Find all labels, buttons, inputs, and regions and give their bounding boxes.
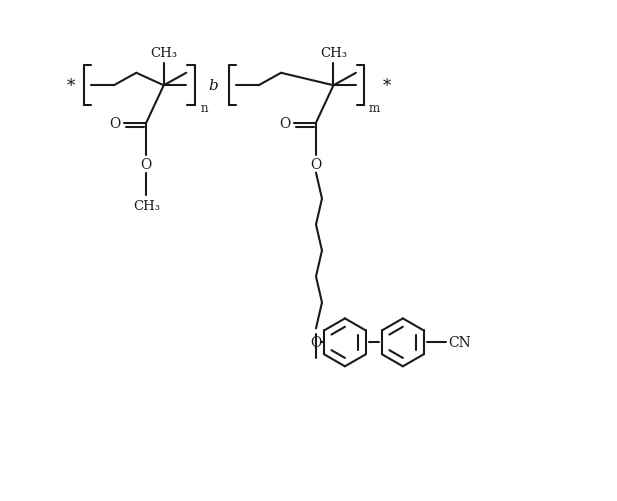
Text: O: O (110, 116, 121, 130)
Text: O: O (310, 158, 321, 172)
Text: n: n (201, 102, 209, 115)
Text: O: O (141, 158, 152, 172)
Text: CN: CN (448, 336, 471, 350)
Text: m: m (369, 102, 380, 115)
Text: O: O (280, 116, 291, 130)
Text: CH₃: CH₃ (320, 47, 347, 60)
Text: *: * (67, 78, 75, 95)
Text: CH₃: CH₃ (150, 47, 177, 60)
Text: O: O (310, 336, 321, 350)
Text: CH₃: CH₃ (133, 199, 160, 212)
Text: b: b (209, 79, 218, 93)
Text: *: * (383, 78, 391, 95)
